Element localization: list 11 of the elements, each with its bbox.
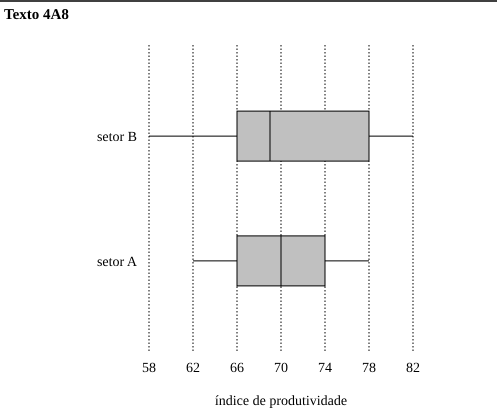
x-tick-label: 58 — [142, 361, 156, 376]
chart-title: Texto 4A8 — [4, 7, 69, 23]
y-tick-label: setor A — [96, 254, 138, 270]
x-tick-label: 62 — [186, 361, 200, 376]
x-tick-label: 74 — [318, 361, 332, 376]
x-tick-label: 82 — [406, 361, 420, 376]
x-tick-label: 70 — [274, 361, 288, 376]
x-tick-label: 66 — [230, 361, 244, 376]
x-axis-title: índice de produtividade — [214, 394, 348, 409]
x-tick-label: 78 — [362, 361, 376, 376]
y-tick-label: setor B — [96, 130, 137, 146]
